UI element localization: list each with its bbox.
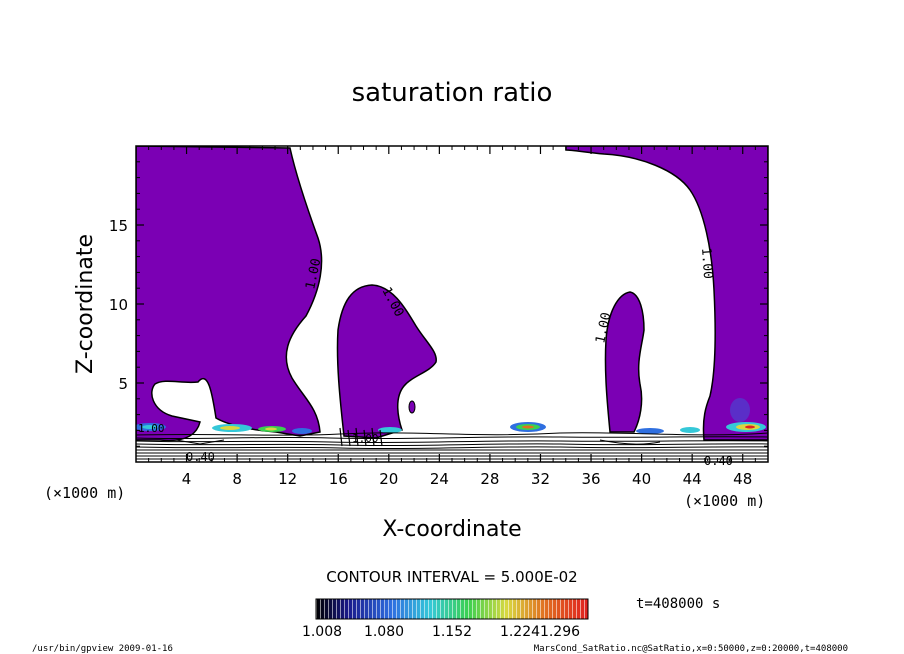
chart-title: saturation ratio xyxy=(352,78,553,108)
surface-contour-lines xyxy=(136,427,768,460)
contour-label-7: 0.40 xyxy=(186,450,215,464)
saturated-region-right-finger xyxy=(604,291,645,433)
x-tick-label: 24 xyxy=(430,470,449,488)
x-tick-label: 32 xyxy=(531,470,550,488)
colorbar-tick-label: 1.224 xyxy=(500,624,540,640)
colorbar-tick-label: 1.296 xyxy=(540,624,580,640)
time-label: t=408000 s xyxy=(636,596,720,612)
contour-label-5: 1.00 xyxy=(138,422,165,435)
footer-left: /usr/bin/gpview 2009-01-16 xyxy=(32,644,173,654)
saturated-blob xyxy=(408,400,416,414)
x-tick-label: 48 xyxy=(733,470,752,488)
contour-label-8: 0.40 xyxy=(704,454,733,468)
x-tick-label: 8 xyxy=(232,470,242,488)
plot-area xyxy=(136,146,768,460)
x-tick-label: 40 xyxy=(632,470,651,488)
y-axis-title: Z-coordinate xyxy=(73,234,98,374)
footer-right: MarsCond_SatRatio.nc@SatRatio,x=0:50000,… xyxy=(534,644,848,654)
contour-interval: CONTOUR INTERVAL = 5.000E-02 xyxy=(326,568,577,586)
y-tick-label: 10 xyxy=(109,296,128,314)
x-unit-left: (×1000 m) xyxy=(44,484,125,502)
contour-label-6: 1.00 xyxy=(352,432,379,445)
contour-label-4: 1.00 xyxy=(698,247,715,279)
y-tick-label: 5 xyxy=(118,375,128,393)
x-tick-label: 28 xyxy=(480,470,499,488)
contour-label-1: 1.00 xyxy=(303,257,324,291)
saturated-region-left xyxy=(136,146,323,442)
contour-label-3: 1.00 xyxy=(593,311,614,345)
x-tick-label: 44 xyxy=(683,470,702,488)
colorbar-tick-label: 1.152 xyxy=(432,624,472,640)
x-axis-title: X-coordinate xyxy=(382,517,521,542)
colorbar-tick-labels: 1.008 1.080 1.152 1.224 1.296 xyxy=(302,624,580,640)
x-tick-label: 4 xyxy=(182,470,192,488)
colorbar-tick-label: 1.080 xyxy=(364,624,404,640)
x-tick-label: 16 xyxy=(329,470,348,488)
y-axis-ticks: 5 10 15 xyxy=(109,161,768,447)
saturated-region-middle xyxy=(336,284,437,439)
saturated-region-right xyxy=(565,146,768,441)
x-unit-right: (×1000 m) xyxy=(684,492,765,510)
x-tick-label: 12 xyxy=(278,470,297,488)
y-tick-label: 15 xyxy=(109,217,128,235)
colorbar xyxy=(315,598,589,620)
x-tick-label: 20 xyxy=(379,470,398,488)
x-axis-ticks: 4 8 12 16 20 24 28 32 36 40 44 48 xyxy=(148,146,756,488)
colorbar-tick-label: 1.008 xyxy=(302,624,342,640)
surface-supersaturation-blobs xyxy=(136,398,766,434)
x-tick-label: 36 xyxy=(581,470,600,488)
